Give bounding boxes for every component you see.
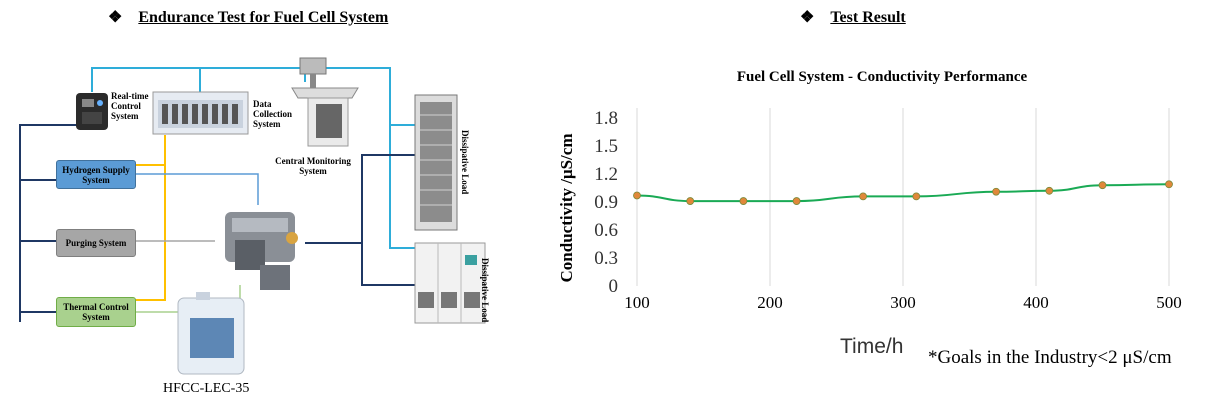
central-monitoring-label: Central Monitoring System	[275, 156, 351, 176]
coolant-product-label: HFCC-LEC-35	[163, 381, 250, 396]
system-diagram: Dissipative Load Dissipative Load	[19, 57, 490, 375]
x-tick-labels: 100 200 300 400 500	[624, 293, 1182, 312]
hydrogen-feed-line	[134, 173, 259, 205]
coolant-canister-icon	[177, 292, 245, 375]
left-section-header: ❖ Endurance Test for Fuel Cell System	[108, 7, 388, 27]
diamond-bullet-icon: ❖	[800, 9, 815, 26]
x-tick-label: 300	[890, 293, 916, 312]
coolant-lines	[134, 135, 166, 301]
purging-system-box: Purging System	[56, 229, 136, 257]
right-section-title: Test Result	[830, 9, 906, 26]
trunk-lines	[19, 124, 415, 322]
diamond-bullet-icon: ❖	[108, 9, 123, 26]
data-point	[792, 197, 801, 205]
data-collection-rack-icon	[152, 91, 249, 135]
y-tick-label: 0	[609, 276, 619, 297]
thermal-control-box: Thermal Control System	[56, 297, 136, 327]
y-tick-label: 0.3	[594, 248, 618, 269]
y-tick-label: 1.8	[594, 108, 618, 129]
series-line	[636, 183, 1170, 203]
left-section-title: Endurance Test for Fuel Cell System	[138, 9, 389, 26]
industry-goal-note: *Goals in the Industry<2 μS/cm	[928, 347, 1172, 368]
data-point	[859, 192, 868, 201]
data-point	[1045, 186, 1054, 195]
central-monitoring-console-icon	[291, 57, 359, 147]
data-collection-label: Data Collection System	[253, 99, 292, 129]
hydrogen-supply-box: Hydrogen Supply System	[56, 160, 136, 189]
dissipative-load-2-label: Dissipative Load	[480, 258, 490, 322]
data-point	[1098, 181, 1107, 190]
data-point	[686, 197, 695, 205]
data-point	[739, 197, 748, 205]
y-tick-label: 0.9	[594, 192, 618, 213]
y-axis-label: Conductivity /μS/cm	[557, 134, 576, 283]
conductivity-chart: Fuel Cell System - Conductivity Performa…	[557, 69, 1182, 312]
chart-title: Fuel Cell System - Conductivity Performa…	[737, 69, 1028, 85]
x-tick-label: 200	[757, 293, 783, 312]
data-point	[992, 187, 1001, 196]
dissipative-load-cabinet-2-icon	[414, 242, 486, 324]
chart-series	[633, 180, 1173, 205]
data-point	[1165, 180, 1173, 189]
data-point	[633, 191, 641, 200]
dissipative-load-cabinet-1-icon	[414, 94, 458, 231]
dissipative-load-1-label: Dissipative Load	[460, 130, 470, 194]
realtime-control-label: Real-time Control System	[111, 91, 149, 121]
fuel-cell-stack-icon	[225, 212, 298, 290]
x-tick-label: 400	[1023, 293, 1049, 312]
x-tick-label: 500	[1156, 293, 1182, 312]
y-tick-labels: 0 0.3 0.6 0.9 1.2 1.5 1.8	[594, 108, 618, 297]
right-section-header: ❖ Test Result	[800, 7, 906, 27]
y-tick-label: 1.2	[594, 164, 618, 185]
x-tick-label: 100	[624, 293, 650, 312]
x-axis-label: Time/h	[840, 335, 904, 358]
realtime-control-device-icon	[76, 93, 108, 130]
data-point	[912, 192, 921, 201]
y-tick-label: 0.6	[594, 220, 618, 241]
y-tick-label: 1.5	[594, 136, 618, 157]
